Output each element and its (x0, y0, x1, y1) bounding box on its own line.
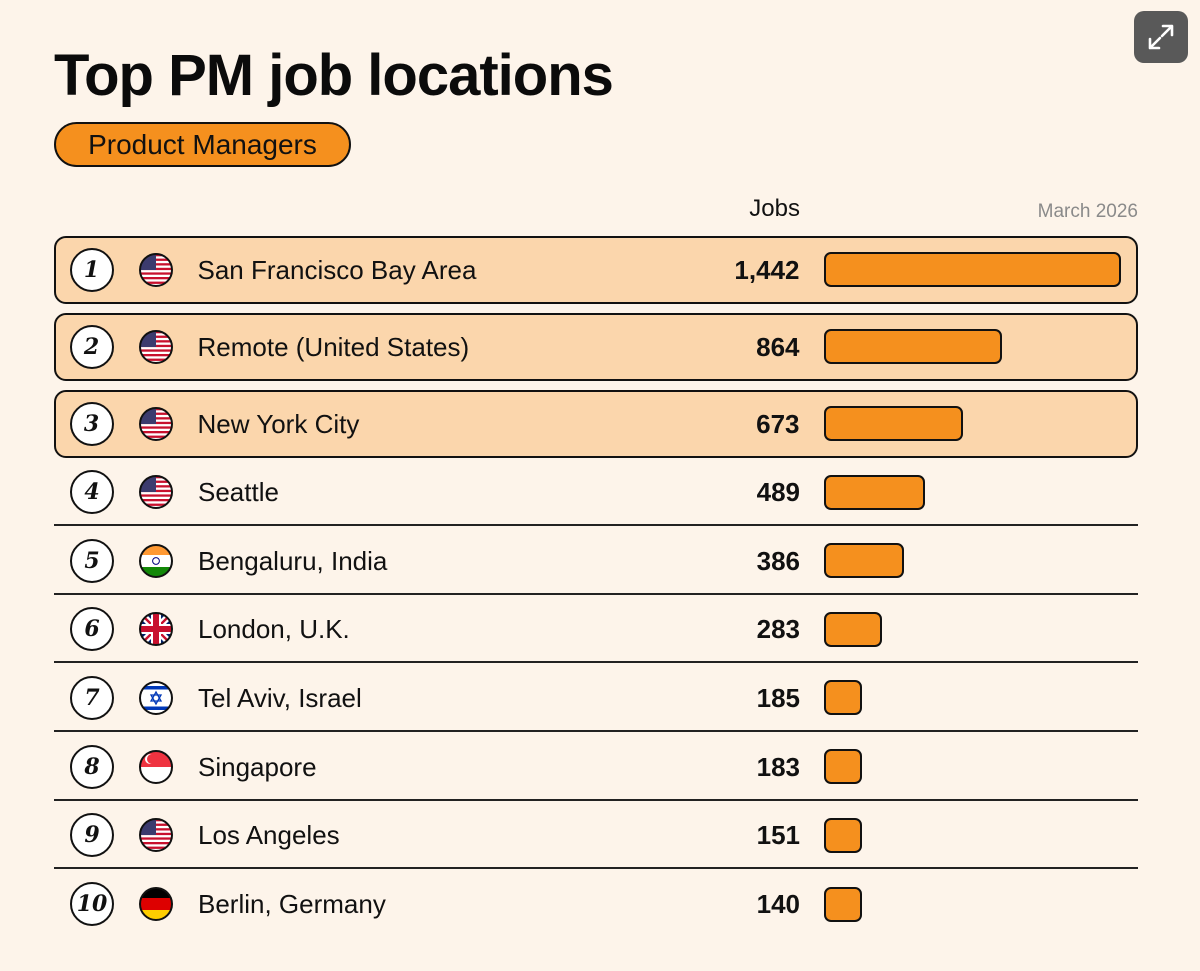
table-row: 5 Bengaluru, India 386 (54, 526, 1138, 595)
rank-badge: 5 (70, 538, 114, 583)
city-label: Seattle (198, 477, 279, 507)
jobs-bar (824, 886, 862, 922)
rank-badge: 2 (69, 324, 114, 369)
table-row: 8 Singapore 183 (54, 732, 1138, 801)
jobs-value: 386 (756, 545, 800, 576)
jobs-bar (824, 680, 862, 715)
table-row: 9 Los Angeles 151 (54, 801, 1138, 869)
city-label: San Francisco Bay Area (197, 254, 477, 285)
jobs-bar (824, 474, 925, 510)
jobs-bar (824, 749, 862, 784)
jobs-value: 864 (756, 331, 800, 362)
table-row: 3 New York City 673 (54, 390, 1138, 458)
page-title: Top PM job locations (54, 43, 614, 108)
city-label: Tel Aviv, Israel (198, 682, 362, 713)
jobs-value: 489 (756, 477, 800, 507)
rank-badge: 6 (70, 607, 114, 651)
jobs-value: 140 (756, 889, 800, 919)
jobs-value: 283 (756, 614, 800, 644)
jobs-value: 1,442 (734, 254, 800, 285)
jobs-bar (824, 611, 882, 647)
jobs-bar (823, 406, 963, 441)
expand-icon (1148, 24, 1174, 50)
israel-flag-icon (138, 680, 174, 716)
category-pill: Product Managers (54, 122, 351, 167)
jobs-bar (824, 543, 904, 578)
rank-badge: 8 (70, 744, 114, 789)
jobs-bar (823, 252, 1121, 287)
us-flag-icon (138, 252, 174, 288)
table-row: 4 Seattle 489 (54, 458, 1138, 526)
jobs-column-header: Jobs (749, 195, 800, 222)
us-flag-icon (138, 817, 174, 853)
jobs-value: 183 (756, 751, 800, 782)
table-row: 2 Remote (United States) 864 (54, 313, 1138, 381)
city-label: Berlin, Germany (198, 889, 386, 919)
city-label: Bengaluru, India (198, 545, 388, 576)
date-label: March 2026 (1037, 201, 1138, 222)
india-flag-icon (138, 543, 174, 579)
us-flag-icon (138, 474, 174, 510)
jobs-bar (824, 817, 862, 853)
us-flag-icon (138, 406, 174, 442)
city-label: London, U.K. (198, 614, 350, 644)
jobs-bar (823, 329, 1002, 364)
table-row: 1 San Francisco Bay Area 1,442 (54, 236, 1138, 304)
rank-badge: 3 (69, 401, 114, 446)
table-row: 6 London, U.K. 283 (54, 595, 1138, 663)
singapore-flag-icon (138, 749, 174, 785)
rank-badge: 7 (70, 675, 114, 720)
rank-badge: 1 (69, 247, 114, 292)
germany-flag-icon (138, 886, 174, 922)
city-label: Los Angeles (198, 820, 340, 850)
city-label: Remote (United States) (197, 331, 470, 362)
us-flag-icon (138, 329, 174, 365)
table-row: 7 Tel Aviv, Israel 185 (54, 663, 1138, 732)
rank-badge: 10 (70, 882, 114, 926)
rank-badge: 4 (70, 470, 114, 514)
uk-flag-icon (138, 611, 174, 647)
city-label: New York City (197, 408, 360, 439)
rank-badge: 9 (70, 813, 114, 857)
expand-button[interactable] (1134, 11, 1188, 63)
jobs-value: 673 (756, 408, 800, 439)
jobs-value: 151 (756, 820, 800, 850)
table-row: 10 Berlin, Germany 140 (54, 869, 1138, 939)
jobs-value: 185 (756, 682, 800, 713)
city-label: Singapore (198, 751, 317, 782)
